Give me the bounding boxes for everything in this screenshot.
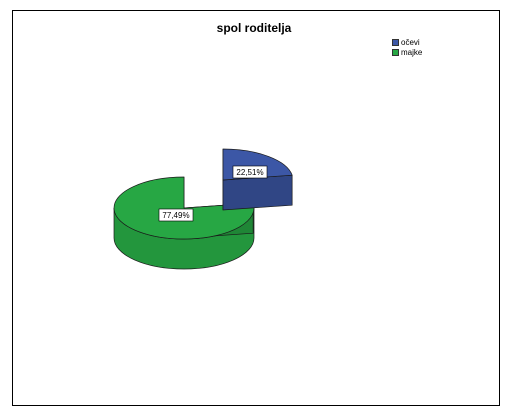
- pie-layer: 22,51% 77,49%: [113, 148, 293, 270]
- pie-slice-1: [113, 176, 255, 270]
- legend-item-majke: majke: [392, 47, 422, 57]
- slice-label-text: 77,49%: [162, 211, 189, 220]
- pie-slice-0: [222, 148, 293, 211]
- legend-item-ocevi: očevi: [392, 37, 422, 47]
- slice-value-label-0: 22,51%: [232, 165, 268, 179]
- slice-label-box: [158, 208, 194, 222]
- legend-swatch-majke: [392, 48, 399, 56]
- chart-title: spol roditelja: [216, 21, 292, 35]
- legend-label-majke: majke: [401, 47, 423, 57]
- legend-swatch-ocevi: [392, 38, 399, 46]
- chart-legend: očevi majke: [392, 37, 422, 57]
- legend-label-ocevi: očevi: [401, 37, 420, 47]
- pie-slice-cut-1: [222, 174, 293, 211]
- pie-slice-top-majke: [113, 176, 255, 240]
- slice-value-label-1: 77,49%: [158, 208, 194, 222]
- slice-label-box: [232, 165, 268, 179]
- slice-label-text: 22,51%: [236, 168, 263, 177]
